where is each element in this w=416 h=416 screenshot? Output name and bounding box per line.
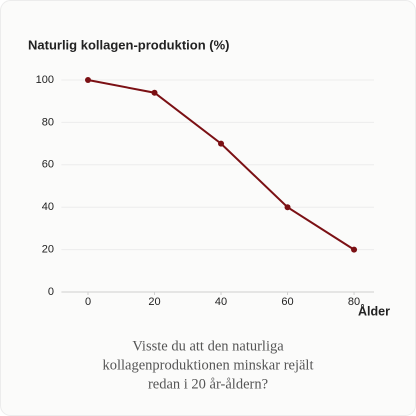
data-point bbox=[218, 140, 225, 147]
x-tick-label: 60 bbox=[281, 296, 293, 308]
x-tick-label: 20 bbox=[148, 296, 160, 308]
data-point bbox=[284, 204, 291, 211]
y-tick-label: 0 bbox=[48, 286, 54, 298]
x-tick-label: 40 bbox=[215, 296, 227, 308]
data-point bbox=[351, 246, 358, 253]
y-tick-label: 80 bbox=[42, 116, 54, 128]
x-axis-label: Ålder bbox=[358, 303, 390, 318]
y-tick-label: 20 bbox=[42, 244, 54, 256]
x-tick-label: 0 bbox=[85, 296, 91, 308]
chart-title: Naturlig kollagen-produktion (%) bbox=[28, 37, 230, 52]
caption-line: Visste du att den naturliga bbox=[132, 338, 284, 354]
y-tick-label: 60 bbox=[42, 159, 54, 171]
data-point bbox=[85, 77, 92, 83]
caption-line: kollagenproduktionen minskar rejält bbox=[102, 357, 313, 373]
x-tick-label: 80 bbox=[348, 296, 360, 308]
data-point bbox=[151, 89, 158, 96]
caption-line: redan i 20 år-åldern? bbox=[148, 376, 268, 392]
y-tick-label: 40 bbox=[42, 201, 54, 213]
y-tick-label: 100 bbox=[36, 74, 54, 86]
